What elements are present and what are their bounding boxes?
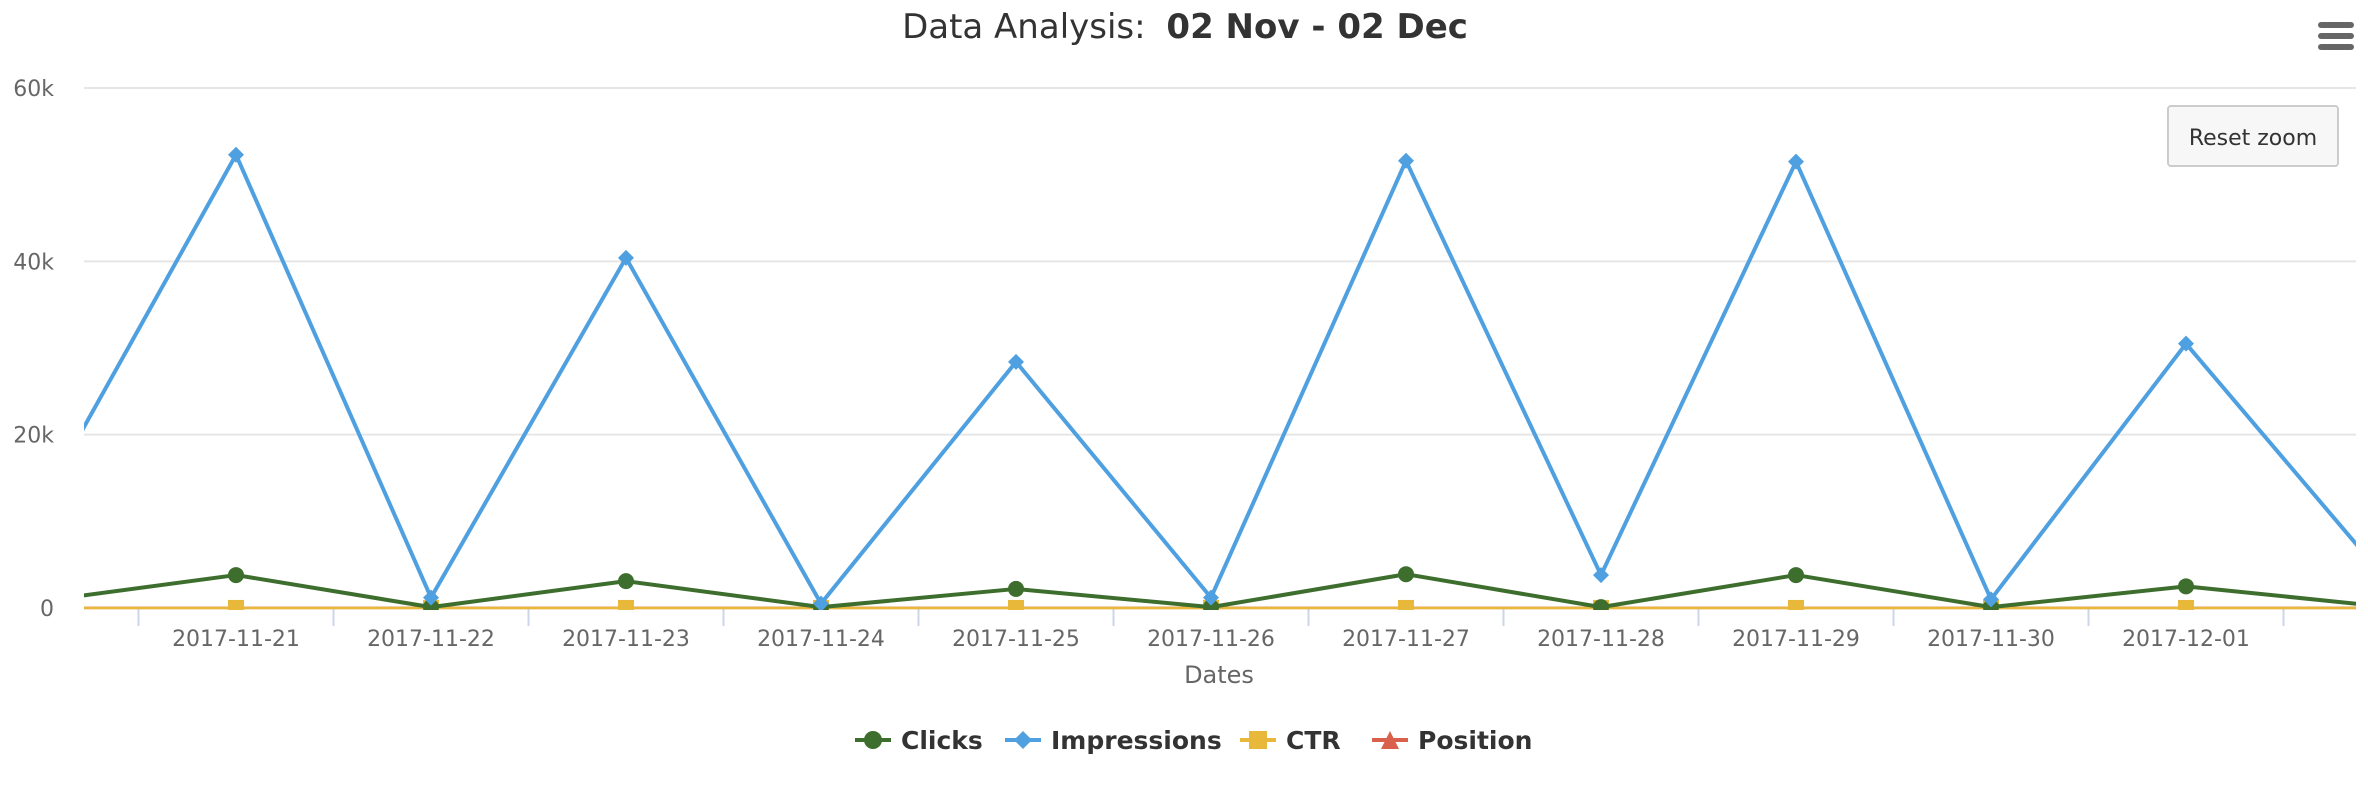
chart-title: Data Analysis: 02 Nov - 02 Dec — [902, 7, 1468, 47]
legend-label-ctr: CTR — [1286, 726, 1341, 755]
data-point-impressions — [1593, 567, 1609, 584]
series-impressions — [84, 146, 2356, 610]
data-point-clicks — [1398, 566, 1414, 583]
legend-marker-position — [1381, 731, 1399, 749]
data-point-ctr — [618, 599, 634, 610]
x-tick-label: 2017-11-25 — [952, 627, 1080, 652]
y-tick-label: 0 — [40, 597, 54, 622]
data-point-impressions — [1203, 589, 1219, 606]
data-point-impressions — [2178, 335, 2194, 352]
x-tick-label: 2017-11-28 — [1537, 627, 1665, 652]
reset-zoom-button-label[interactable]: Reset zoom — [2189, 126, 2317, 151]
x-axis: 2017-11-21 2017-11-22 2017-11-23 2017-11-24… — [84, 607, 2356, 652]
hamburger-menu-line-2 — [2318, 33, 2354, 39]
data-point-clicks — [1788, 567, 1804, 584]
data-point-impressions — [813, 595, 829, 610]
grid — [84, 87, 2356, 436]
data-point-impressions — [618, 249, 634, 266]
x-tick-label: 2017-11-30 — [1927, 627, 2055, 652]
legend-label-position: Position — [1418, 726, 1532, 755]
data-point-clicks — [1593, 599, 1609, 610]
y-tick-label: 60k — [13, 77, 54, 102]
series-line-impressions — [84, 152, 2356, 606]
hamburger-menu-line-1 — [2318, 22, 2354, 28]
legend-marker-ctr — [1249, 731, 1267, 749]
data-point-impressions — [228, 146, 244, 163]
chart-title-range: 02 Nov - 02 Dec — [1166, 7, 1468, 47]
legend: Clicks Impressions CTR Position — [855, 726, 1532, 755]
data-point-impressions — [1008, 353, 1024, 370]
legend-item-ctr[interactable]: CTR — [1240, 726, 1341, 755]
legend-item-position[interactable]: Position — [1372, 726, 1532, 755]
data-point-clicks — [618, 573, 634, 590]
y-axis: 0 20k 40k 60k — [13, 77, 54, 622]
series-layer — [84, 146, 2356, 610]
reset-zoom-button[interactable]: Reset zoom — [2167, 105, 2339, 167]
legend-item-impressions[interactable]: Impressions — [1005, 726, 1222, 755]
legend-marker-clicks — [864, 731, 882, 749]
x-tick-label: 2017-12-01 — [2122, 627, 2250, 652]
data-point-impressions — [1788, 153, 1804, 170]
data-point-clicks — [2178, 578, 2194, 595]
legend-item-clicks[interactable]: Clicks — [855, 726, 983, 755]
hamburger-menu-icon[interactable] — [2318, 22, 2354, 50]
x-tick-label: 2017-11-22 — [367, 627, 495, 652]
data-point-ctr — [2178, 599, 2194, 610]
reset-zoom-button-box[interactable] — [2167, 105, 2339, 167]
data-point-impressions — [423, 589, 439, 606]
data-point-clicks — [228, 567, 244, 584]
chart-title-prefix: Data Analysis: — [902, 7, 1146, 47]
data-point-clicks — [1008, 580, 1024, 597]
data-point-impressions — [1398, 152, 1414, 169]
data-point-ctr — [1788, 599, 1804, 610]
x-axis-title: Dates — [1184, 661, 1254, 689]
data-point-impressions — [1983, 591, 1999, 608]
hamburger-menu-line-3 — [2318, 44, 2354, 50]
x-tick-label: 2017-11-26 — [1147, 627, 1275, 652]
data-point-ctr — [1008, 599, 1024, 610]
x-tick-label: 2017-11-23 — [562, 627, 690, 652]
legend-marker-impressions — [1014, 731, 1032, 749]
x-tick-label: 2017-11-27 — [1342, 627, 1470, 652]
y-tick-label: 40k — [13, 250, 54, 275]
legend-label-clicks: Clicks — [901, 726, 983, 755]
y-tick-label: 20k — [13, 424, 54, 449]
legend-label-impressions: Impressions — [1051, 726, 1222, 755]
x-tick-label: 2017-11-24 — [757, 627, 885, 652]
data-point-ctr — [228, 599, 244, 610]
data-point-ctr — [1398, 599, 1414, 610]
x-tick-label: 2017-11-29 — [1732, 627, 1860, 652]
x-tick-label: 2017-11-21 — [172, 627, 300, 652]
